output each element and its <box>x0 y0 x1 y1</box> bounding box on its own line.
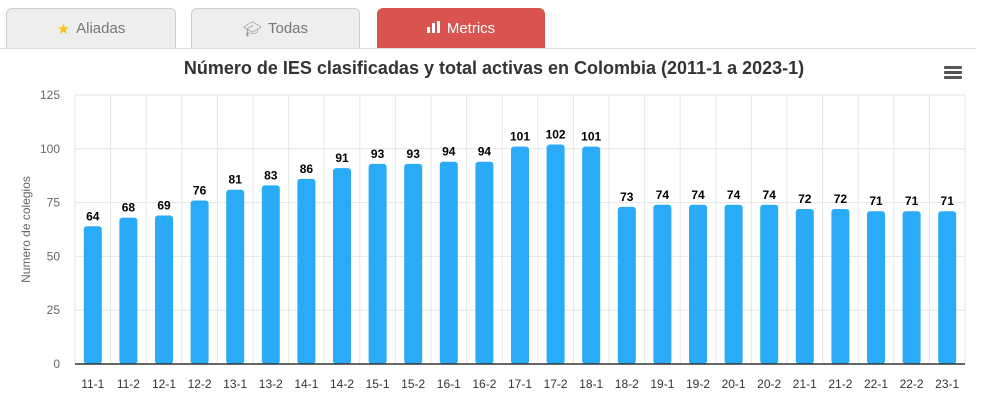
x-tick-label: 21-2 <box>828 377 852 391</box>
bar[interactable] <box>617 206 636 364</box>
data-label: 76 <box>193 183 207 197</box>
bar[interactable] <box>226 189 245 364</box>
data-label: 72 <box>798 192 812 206</box>
x-tick-label: 13-1 <box>223 377 247 391</box>
x-tick-label: 20-1 <box>722 377 746 391</box>
graduation-cap-icon: 🎓︎ <box>242 20 262 38</box>
y-axis-title: Numero de colegios <box>19 176 33 283</box>
bar[interactable] <box>83 226 102 364</box>
data-label: 71 <box>941 194 955 208</box>
bar[interactable] <box>368 163 387 364</box>
data-label: 74 <box>656 188 670 202</box>
y-tick-label: 125 <box>40 88 60 102</box>
bar[interactable] <box>902 211 921 364</box>
x-tick-label: 16-2 <box>472 377 496 391</box>
x-tick-label: 21-1 <box>793 377 817 391</box>
bar[interactable] <box>653 204 672 364</box>
y-tick-label: 50 <box>47 249 61 263</box>
x-tick-label: 18-1 <box>579 377 603 391</box>
bar[interactable] <box>760 204 779 364</box>
x-tick-label: 18-2 <box>615 377 639 391</box>
tab-todas[interactable]: 🎓︎ Todas <box>191 8 360 48</box>
y-tick-label: 25 <box>47 303 61 317</box>
x-tick-label: 22-1 <box>864 377 888 391</box>
data-label: 74 <box>763 188 777 202</box>
bar[interactable] <box>582 146 601 364</box>
bar[interactable] <box>795 209 814 364</box>
x-tick-label: 19-1 <box>650 377 674 391</box>
data-label: 83 <box>264 168 278 182</box>
x-tick-label: 14-2 <box>330 377 354 391</box>
tab-metrics[interactable]: Metrics <box>377 8 545 48</box>
x-tick-label: 17-2 <box>544 377 568 391</box>
bar[interactable] <box>511 146 529 364</box>
data-label: 72 <box>834 192 848 206</box>
tab-divider <box>0 48 976 49</box>
hamburger-menu-icon[interactable] <box>944 66 962 81</box>
data-label: 68 <box>122 201 136 215</box>
x-tick-label: 12-2 <box>188 377 212 391</box>
data-label: 73 <box>620 190 634 204</box>
data-label: 101 <box>581 130 601 144</box>
tab-aliadas[interactable]: ★ Aliadas <box>6 8 176 48</box>
data-label: 94 <box>442 145 456 159</box>
x-tick-label: 11-1 <box>81 377 104 391</box>
bar[interactable] <box>546 144 565 364</box>
data-label: 94 <box>478 145 492 159</box>
bar[interactable] <box>439 161 458 364</box>
data-label: 91 <box>335 151 349 165</box>
data-label: 93 <box>407 147 421 161</box>
tab-label: Metrics <box>446 20 496 37</box>
bar[interactable] <box>297 178 316 364</box>
data-label: 74 <box>727 188 741 202</box>
bar[interactable] <box>333 168 351 364</box>
y-tick-label: 75 <box>47 196 61 210</box>
x-tick-label: 14-1 <box>294 377 318 391</box>
x-tick-label: 15-2 <box>401 377 425 391</box>
tab-label: Todas <box>268 20 309 37</box>
data-label: 86 <box>300 162 314 176</box>
x-tick-label: 15-1 <box>366 377 390 391</box>
x-tick-label: 20-2 <box>757 377 781 391</box>
x-tick-label: 16-1 <box>437 377 461 391</box>
bar[interactable] <box>867 211 885 364</box>
bar[interactable] <box>938 211 957 364</box>
y-tick-label: 0 <box>53 357 60 371</box>
bar[interactable] <box>724 204 743 364</box>
star-icon: ★ <box>56 20 71 38</box>
data-label: 74 <box>691 188 705 202</box>
bar[interactable] <box>475 161 494 364</box>
bar[interactable] <box>261 185 280 364</box>
x-tick-label: 13-2 <box>259 377 283 391</box>
data-label: 81 <box>229 173 243 187</box>
x-tick-label: 11-2 <box>117 377 140 391</box>
bar[interactable] <box>404 163 423 364</box>
data-label: 93 <box>371 147 385 161</box>
tab-label: Aliadas <box>76 20 126 37</box>
bar[interactable] <box>119 217 138 364</box>
y-tick-label: 100 <box>40 142 60 156</box>
data-label: 69 <box>157 199 171 213</box>
data-label: 102 <box>546 127 566 141</box>
x-tick-label: 23-1 <box>935 377 959 391</box>
bar-chart-icon <box>426 20 441 37</box>
data-label: 71 <box>869 194 883 208</box>
x-tick-label: 19-2 <box>686 377 710 391</box>
bar[interactable] <box>190 200 209 364</box>
bar[interactable] <box>831 209 850 364</box>
data-label: 71 <box>905 194 919 208</box>
data-label: 64 <box>86 209 100 223</box>
chart-title: Número de IES clasificadas y total activ… <box>183 58 805 78</box>
x-tick-label: 22-2 <box>900 377 924 391</box>
x-tick-label: 17-1 <box>508 377 532 391</box>
bar[interactable] <box>689 204 707 364</box>
data-label: 101 <box>510 130 530 144</box>
bar[interactable] <box>155 215 173 364</box>
x-tick-label: 12-1 <box>152 377 176 391</box>
